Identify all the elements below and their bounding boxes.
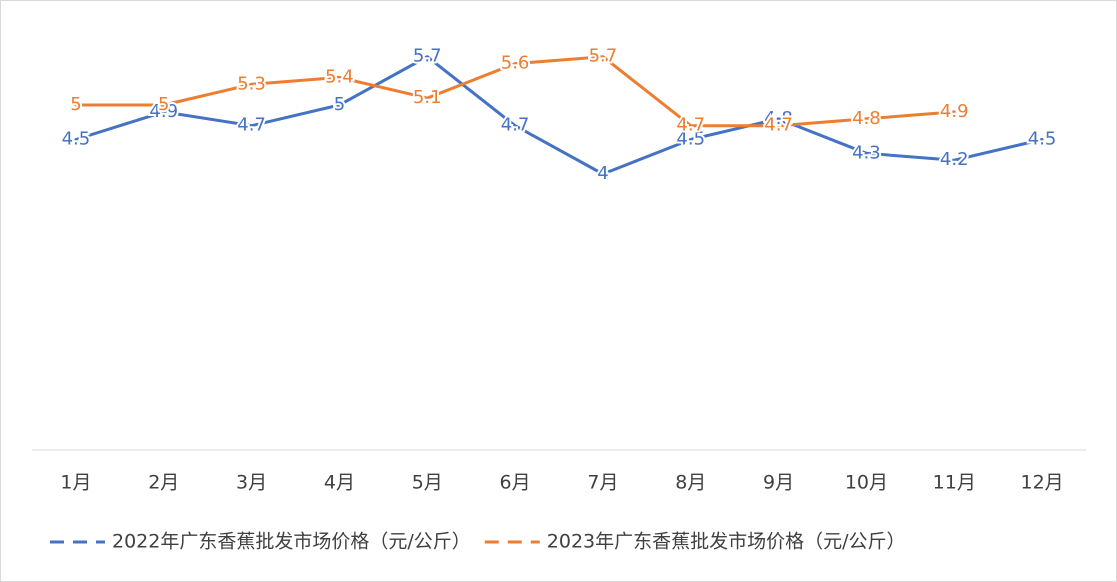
data-label: 4.7 [764, 115, 793, 136]
data-label: 4.5 [62, 129, 91, 150]
data-label: 5.7 [589, 46, 618, 67]
x-tick-label: 10月 [845, 472, 888, 494]
x-tick-label: 2月 [148, 472, 179, 494]
data-label: 4.5 [676, 129, 705, 150]
data-label: 4 [597, 163, 608, 184]
data-label: 5.6 [501, 53, 530, 74]
data-label: 5.4 [325, 66, 354, 87]
x-tick-label: 11月 [933, 472, 976, 494]
line-series [74, 55, 956, 128]
x-tick-label: 3月 [236, 472, 267, 494]
data-label: 4.7 [676, 115, 705, 136]
x-tick-label: 5月 [412, 472, 443, 494]
x-tick-label: 6月 [500, 472, 531, 494]
data-label: 5 [158, 94, 169, 115]
data-label: 4.7 [501, 115, 530, 136]
data-label: 4.3 [852, 142, 881, 163]
legend-label: 2023年广东香蕉批发市场价格（元/公斤） [547, 531, 906, 553]
x-tick-label: 1月 [60, 472, 91, 494]
data-label: 5.7 [413, 46, 442, 67]
x-tick-label: 8月 [675, 472, 706, 494]
line-series [74, 55, 1044, 176]
data-label: 4.7 [237, 115, 266, 136]
data-label: 5 [70, 94, 81, 115]
data-label: 5.3 [237, 73, 266, 94]
x-tick-label: 12月 [1020, 472, 1063, 494]
legend-label: 2022年广东香蕉批发市场价格（元/公斤） [112, 531, 471, 553]
data-label: 5 [334, 94, 345, 115]
data-label: 4.2 [940, 149, 969, 170]
data-label: 4.8 [764, 108, 793, 129]
data-label: 4.9 [149, 101, 178, 122]
data-label: 4.8 [852, 108, 881, 129]
x-tick-label: 9月 [763, 472, 794, 494]
x-tick-label: 7月 [587, 472, 618, 494]
x-tick-label: 4月 [324, 472, 355, 494]
data-label: 4.5 [1028, 129, 1057, 150]
data-label: 4.9 [940, 101, 969, 122]
data-label: 5.1 [413, 87, 442, 108]
